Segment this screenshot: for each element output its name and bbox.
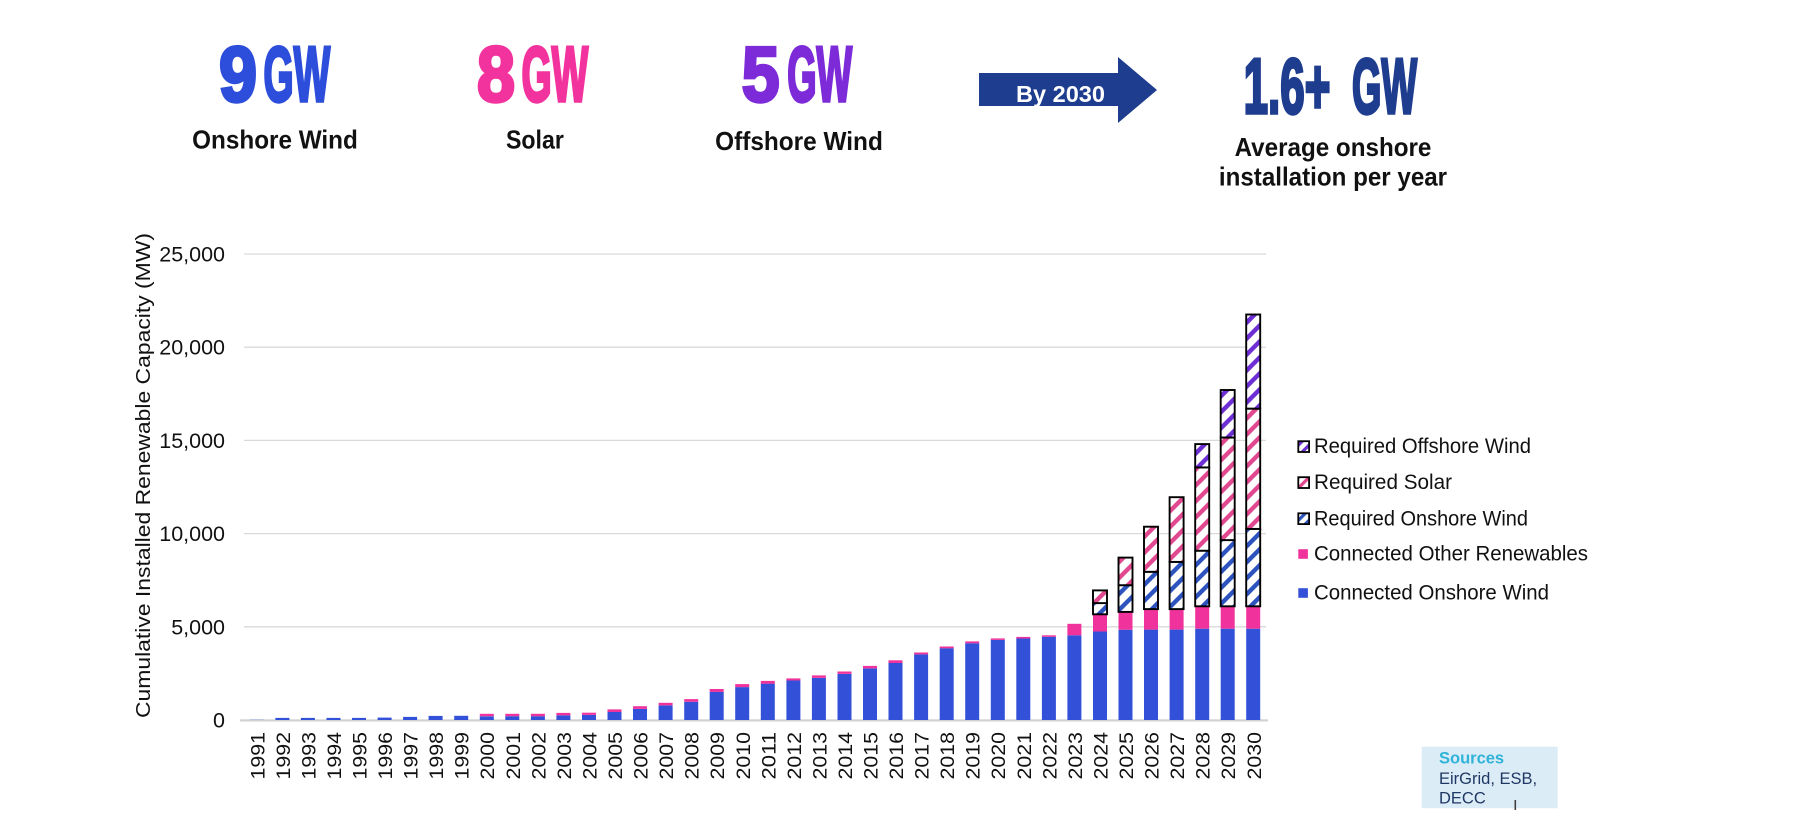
svg-text:2000: 2000: [478, 732, 499, 780]
svg-text:2007: 2007: [657, 732, 678, 780]
svg-text:Connected Onshore Wind: Connected Onshore Wind: [1314, 582, 1549, 605]
svg-text:1992: 1992: [274, 732, 295, 780]
svg-text:8: 8: [477, 30, 515, 118]
svg-text:Cumulative Installed Renewable: Cumulative Installed Renewable Capacity …: [132, 233, 155, 718]
svg-text:2020: 2020: [989, 732, 1010, 779]
svg-text:1999: 1999: [453, 732, 474, 780]
svg-text:2025: 2025: [1117, 732, 1138, 780]
svg-text:1996: 1996: [376, 732, 397, 780]
svg-text:10,000: 10,000: [159, 522, 225, 546]
svg-text:2010: 2010: [734, 732, 755, 780]
svg-text:1993: 1993: [299, 732, 320, 780]
svg-text:2030: 2030: [1245, 732, 1266, 780]
svg-text:2017: 2017: [913, 732, 934, 780]
svg-text:5: 5: [742, 30, 780, 118]
svg-text:2008: 2008: [683, 732, 704, 780]
svg-text:DECC: DECC: [1439, 790, 1486, 808]
svg-text:Average onshore: Average onshore: [1235, 132, 1432, 162]
svg-text:2006: 2006: [632, 732, 653, 780]
svg-text:Required Offshore Wind: Required Offshore Wind: [1314, 435, 1531, 458]
svg-text:25,000: 25,000: [159, 243, 225, 267]
svg-text:2029: 2029: [1219, 732, 1240, 780]
svg-text:15,000: 15,000: [159, 429, 225, 453]
svg-text:installation per year: installation per year: [1219, 162, 1447, 192]
svg-text:2026: 2026: [1143, 732, 1164, 780]
svg-text:2004: 2004: [581, 732, 602, 780]
svg-text:2027: 2027: [1168, 732, 1189, 780]
svg-text:By 2030: By 2030: [1016, 81, 1105, 107]
svg-text:2019: 2019: [964, 732, 985, 779]
svg-text:2003: 2003: [555, 732, 576, 780]
svg-text:Sources: Sources: [1439, 750, 1504, 768]
svg-text:2015: 2015: [862, 732, 883, 780]
svg-text:GW: GW: [1352, 42, 1417, 130]
svg-text:Offshore Wind: Offshore Wind: [715, 126, 883, 156]
svg-text:2018: 2018: [938, 732, 959, 780]
svg-text:2002: 2002: [529, 732, 550, 780]
svg-text:GW: GW: [264, 30, 331, 118]
svg-text:2001: 2001: [504, 732, 525, 780]
svg-text:2022: 2022: [1040, 732, 1061, 780]
svg-text:0: 0: [213, 709, 225, 733]
svg-text:2011: 2011: [759, 732, 780, 780]
svg-text:1997: 1997: [402, 732, 423, 780]
svg-text:1998: 1998: [427, 732, 448, 780]
svg-text:2009: 2009: [708, 732, 729, 780]
svg-text:1991: 1991: [248, 732, 269, 780]
svg-text:EirGrid, ESB,: EirGrid, ESB,: [1439, 770, 1537, 788]
svg-text:9: 9: [219, 30, 257, 118]
svg-text:2013: 2013: [810, 732, 831, 780]
svg-text:GW: GW: [522, 30, 589, 118]
svg-text:2005: 2005: [606, 732, 627, 780]
svg-text:1.6+: 1.6+: [1244, 42, 1331, 130]
svg-text:20,000: 20,000: [159, 336, 225, 360]
svg-text:2028: 2028: [1194, 732, 1215, 780]
svg-text:2012: 2012: [785, 732, 806, 780]
svg-text:2023: 2023: [1066, 732, 1087, 780]
svg-text:2024: 2024: [1092, 732, 1113, 780]
svg-text:Onshore Wind: Onshore Wind: [192, 125, 358, 155]
svg-text:1995: 1995: [351, 732, 372, 780]
svg-text:GW: GW: [787, 30, 852, 118]
svg-text:1994: 1994: [325, 732, 346, 780]
svg-text:2014: 2014: [836, 732, 857, 780]
svg-text:Required Onshore Wind: Required Onshore Wind: [1314, 507, 1528, 530]
svg-text:2016: 2016: [887, 732, 908, 780]
svg-text:Required Solar: Required Solar: [1314, 471, 1452, 494]
svg-text:5,000: 5,000: [171, 615, 225, 639]
svg-text:2021: 2021: [1015, 732, 1036, 780]
svg-text:Solar: Solar: [506, 125, 564, 155]
svg-text:Connected Other Renewables: Connected Other Renewables: [1314, 543, 1588, 566]
